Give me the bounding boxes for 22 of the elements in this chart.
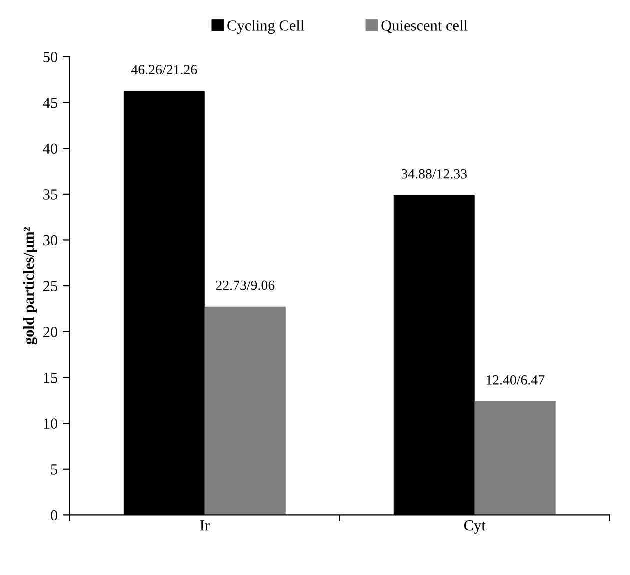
x-tick-label: Cyt — [464, 520, 486, 534]
x-tick-label: Ir — [200, 520, 210, 531]
y-tick-label: 30 — [44, 235, 58, 246]
y-axis-title: gold particles/μm² — [23, 227, 38, 345]
data-label: 46.26/21.26 — [132, 65, 198, 75]
y-tick-label: 25 — [44, 281, 58, 292]
y-tick-label: 50 — [44, 52, 58, 62]
y-tick-label: 10 — [44, 418, 58, 429]
y-tick-label: 0 — [51, 510, 58, 521]
y-tick-label: 20 — [44, 327, 58, 338]
data-label: 12.40/6.47 — [486, 375, 545, 385]
bar — [474, 402, 556, 516]
y-tick-label: 5 — [51, 464, 58, 475]
data-label: 22.73/9.06 — [216, 280, 275, 290]
y-tick-label: 35 — [44, 190, 58, 200]
y-tick-label: 45 — [43, 98, 58, 108]
y-tick-label: 15 — [44, 372, 58, 384]
legend-label: Quiescent cell — [382, 20, 468, 34]
data-label: 34.88/12.33 — [402, 169, 468, 179]
legend-label: Cycling Cell — [228, 20, 304, 34]
y-tick-label: 40 — [43, 144, 58, 154]
bar — [204, 306, 286, 516]
